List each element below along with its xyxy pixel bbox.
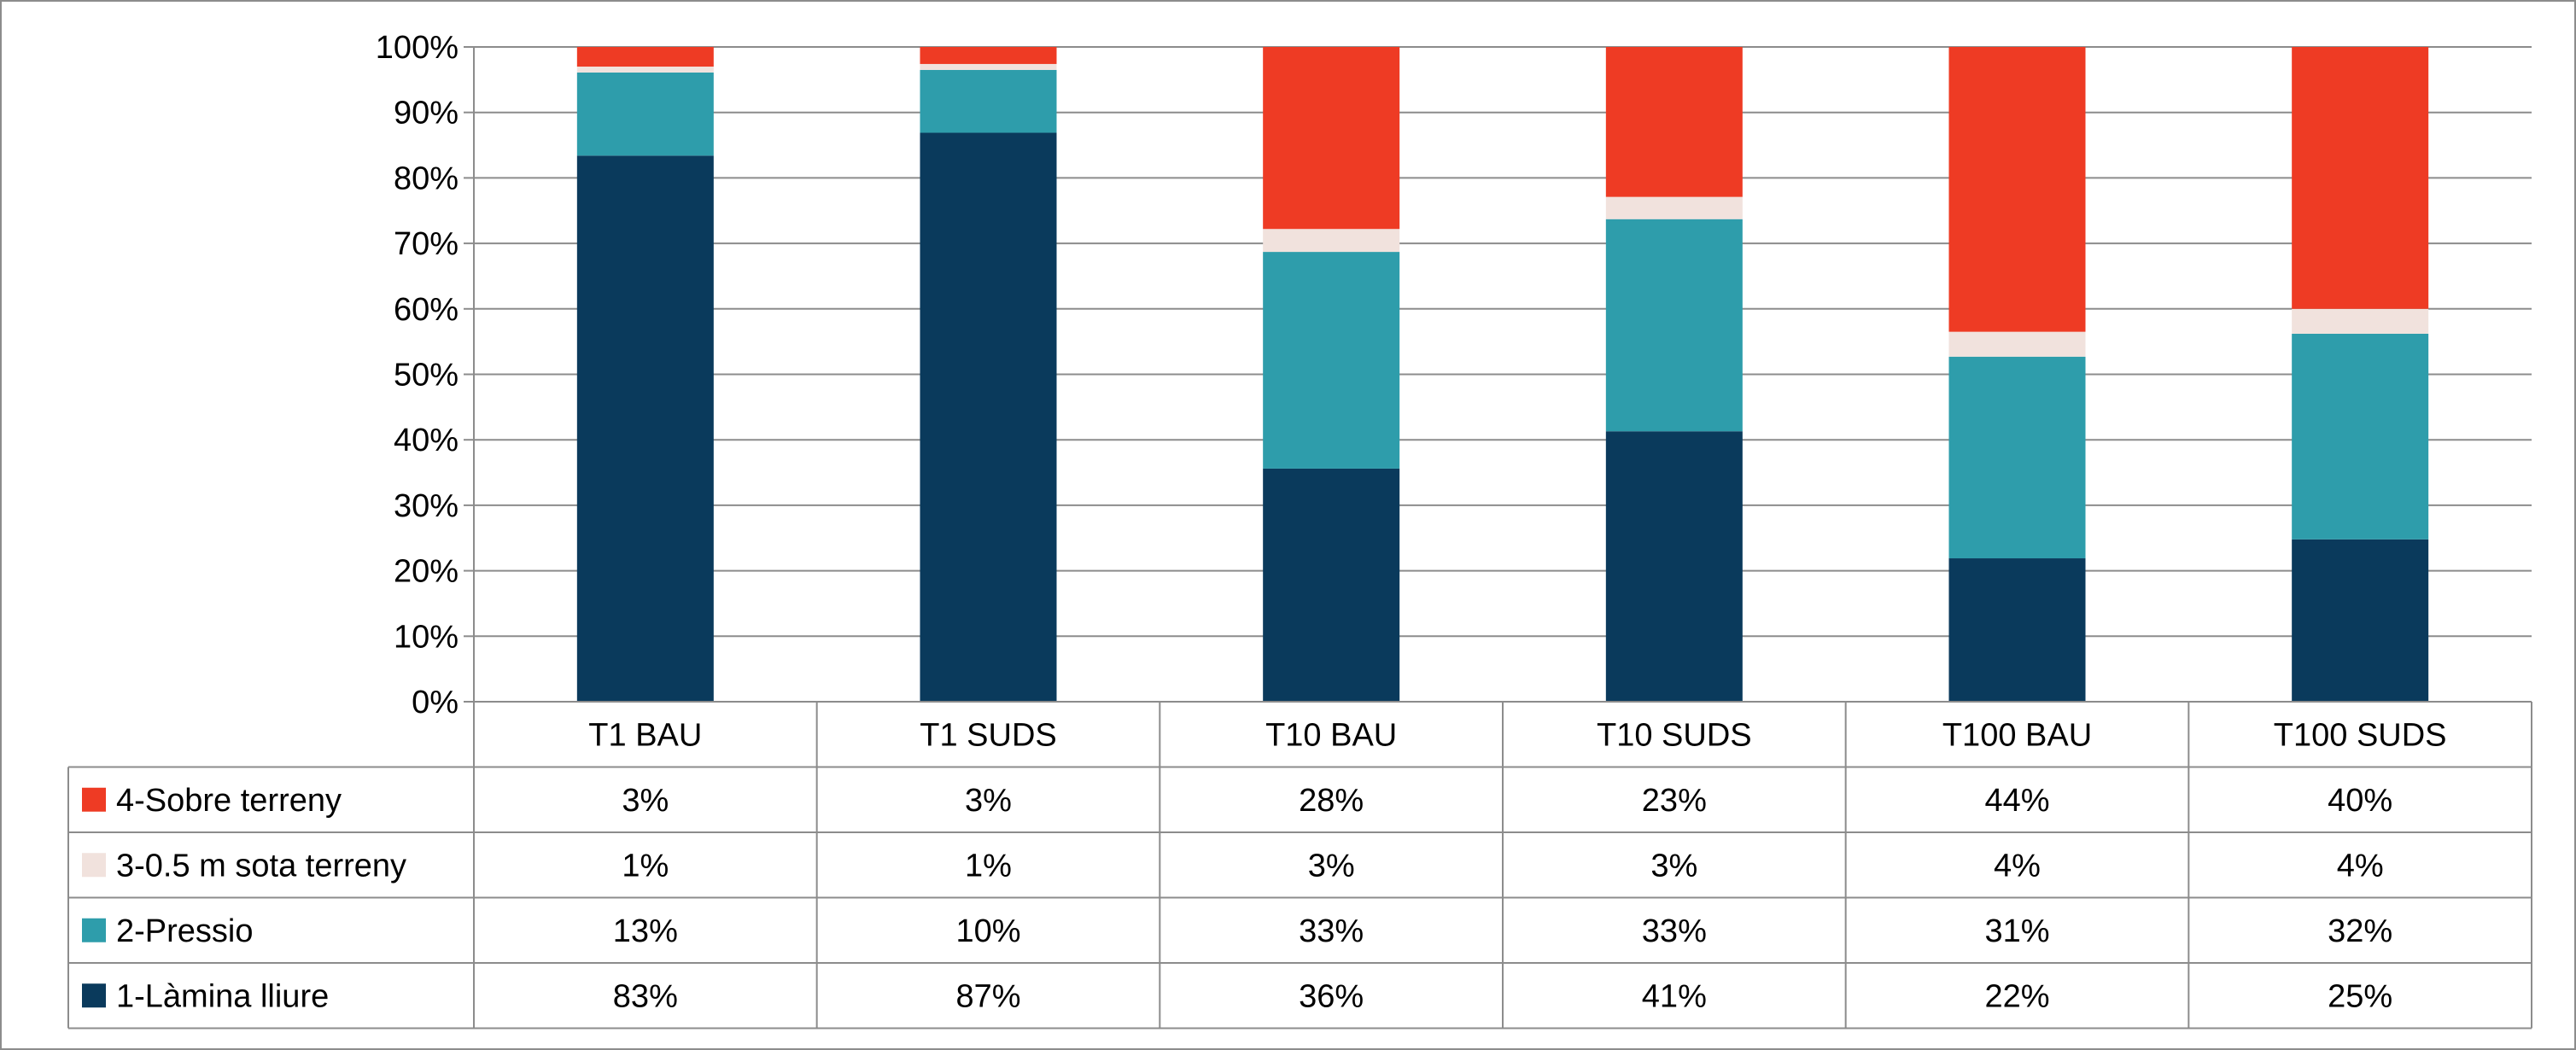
- bar-segment: [1263, 47, 1400, 230]
- data-label: 40%: [2328, 783, 2392, 819]
- legend-key: [82, 787, 106, 812]
- data-label: 10%: [955, 913, 1020, 949]
- y-tick-label: 50%: [394, 358, 459, 394]
- x-category-label: T100 BAU: [1942, 717, 2092, 753]
- bar-segment: [1605, 196, 1743, 219]
- y-tick-label: 80%: [394, 160, 459, 196]
- bar-segment: [1605, 219, 1743, 432]
- legend-key: [82, 853, 106, 878]
- bar-segment: [920, 63, 1057, 70]
- y-tick-label: 40%: [394, 423, 459, 458]
- y-tick-label: 70%: [394, 226, 459, 262]
- bar-segment: [1605, 47, 1743, 197]
- bar-segment: [576, 47, 714, 67]
- bar-segment: [1948, 356, 2086, 559]
- data-label: 31%: [1984, 913, 2049, 949]
- data-label: 23%: [1642, 783, 1707, 819]
- y-tick-label: 0%: [412, 685, 459, 720]
- data-label: 22%: [1984, 978, 2049, 1014]
- data-label: 25%: [2328, 978, 2392, 1014]
- y-tick-label: 20%: [394, 554, 459, 590]
- x-category-label: T100 SUDS: [2274, 717, 2447, 753]
- bar-segment: [1605, 431, 1743, 702]
- data-label: 3%: [965, 783, 1012, 819]
- data-label: 83%: [613, 978, 678, 1014]
- data-label: 3%: [622, 783, 669, 819]
- bar-segment: [576, 155, 714, 702]
- y-tick-label: 100%: [376, 30, 459, 66]
- x-category-label: T1 SUDS: [920, 717, 1056, 753]
- bar-segment: [2292, 308, 2429, 334]
- y-tick-label: 10%: [394, 619, 459, 655]
- bar-segment: [1948, 331, 2086, 357]
- bar-segment: [576, 72, 714, 156]
- x-category-label: T1 BAU: [588, 717, 702, 753]
- bar-segment: [1263, 229, 1400, 253]
- data-label: 33%: [1642, 913, 1707, 949]
- data-label: 1%: [622, 848, 669, 884]
- data-label: 87%: [955, 978, 1020, 1014]
- x-category-label: T10 SUDS: [1597, 717, 1752, 753]
- bar-segment: [1948, 47, 2086, 332]
- y-tick-label: 60%: [394, 292, 459, 328]
- data-label: 32%: [2328, 913, 2392, 949]
- data-label: 41%: [1642, 978, 1707, 1014]
- bar-segment: [920, 69, 1057, 133]
- data-label: 4%: [1994, 848, 2041, 884]
- legend-key: [82, 983, 106, 1008]
- data-label: 36%: [1299, 978, 1364, 1014]
- data-label: 3%: [1308, 848, 1355, 884]
- x-category-label: T10 BAU: [1265, 717, 1397, 753]
- legend-label: 1-Làmina lliure: [116, 978, 329, 1014]
- legend-label: 2-Pressio: [116, 913, 254, 949]
- bar-segment: [1263, 468, 1400, 702]
- bar-segment: [920, 47, 1057, 64]
- legend-label: 3-0.5 m sota terreny: [116, 848, 406, 884]
- bar-segment: [920, 132, 1057, 703]
- data-label: 4%: [2337, 848, 2384, 884]
- bar-segment: [1263, 252, 1400, 469]
- bar-segment: [2292, 47, 2429, 309]
- data-label: 33%: [1299, 913, 1364, 949]
- data-label: 28%: [1299, 783, 1364, 819]
- bar-segment: [576, 67, 714, 73]
- y-tick-label: 90%: [394, 96, 459, 131]
- bar-segment: [2292, 333, 2429, 540]
- bar-segment: [2292, 539, 2429, 702]
- data-label: 1%: [965, 848, 1012, 884]
- y-tick-label: 30%: [394, 488, 459, 524]
- legend-key: [82, 918, 106, 942]
- data-label: 44%: [1984, 783, 2049, 819]
- bar-segment: [1948, 558, 2086, 702]
- data-label: 3%: [1650, 848, 1697, 884]
- data-label: 13%: [613, 913, 678, 949]
- legend-label: 4-Sobre terreny: [116, 783, 342, 819]
